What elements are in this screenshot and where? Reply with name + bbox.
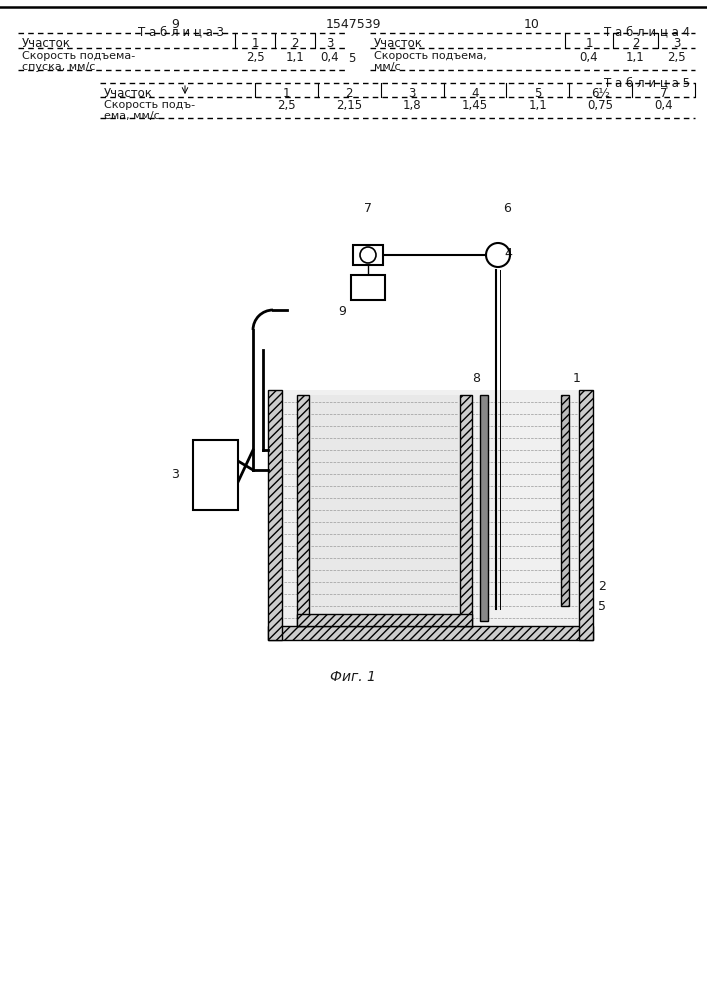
Text: 2,5: 2,5 xyxy=(246,50,264,64)
Text: Т а б л и ц а 3: Т а б л и ц а 3 xyxy=(139,25,225,38)
Text: 1: 1 xyxy=(251,37,259,50)
Text: 10: 10 xyxy=(524,18,540,31)
Text: 1,1: 1,1 xyxy=(528,99,547,111)
Text: Скорость подъема,: Скорость подъема, xyxy=(374,51,486,61)
Text: 0,75: 0,75 xyxy=(588,99,614,111)
Bar xyxy=(282,390,579,626)
Text: Скорость подъ-: Скорость подъ- xyxy=(104,100,195,110)
Text: 2,5: 2,5 xyxy=(667,50,686,64)
Bar xyxy=(297,395,309,626)
Text: 0,4: 0,4 xyxy=(654,99,673,111)
Text: 2,15: 2,15 xyxy=(337,99,363,111)
Text: 1: 1 xyxy=(573,372,581,385)
Text: 5: 5 xyxy=(349,51,356,64)
Bar xyxy=(297,614,472,626)
Bar xyxy=(351,275,385,300)
Bar xyxy=(268,626,593,640)
Text: 1,1: 1,1 xyxy=(286,50,305,64)
Text: 8: 8 xyxy=(472,372,480,385)
Text: 1,45: 1,45 xyxy=(462,99,488,111)
Text: 3: 3 xyxy=(327,37,334,50)
Text: 1: 1 xyxy=(283,87,290,100)
Text: Т а б л и ц а 5: Т а б л и ц а 5 xyxy=(604,76,690,89)
Text: Участок: Участок xyxy=(22,37,71,50)
Bar xyxy=(460,395,472,626)
Bar xyxy=(193,440,238,510)
Text: 1: 1 xyxy=(585,37,592,50)
Text: ема, мм/с: ема, мм/с xyxy=(104,111,160,121)
Bar xyxy=(480,395,488,621)
Text: 0,4: 0,4 xyxy=(580,50,598,64)
Bar xyxy=(353,245,383,265)
Bar xyxy=(268,390,282,640)
Text: 1,8: 1,8 xyxy=(403,99,421,111)
Text: 2: 2 xyxy=(632,37,639,50)
Text: Участок: Участок xyxy=(374,37,423,50)
Bar xyxy=(309,395,460,614)
Text: 7: 7 xyxy=(364,202,372,215)
Text: Скорость подъема-: Скорость подъема- xyxy=(22,51,135,61)
Text: 3: 3 xyxy=(673,37,680,50)
Bar xyxy=(579,390,593,640)
Text: 9: 9 xyxy=(338,305,346,318)
Text: мм/с: мм/с xyxy=(374,62,401,72)
Text: 4: 4 xyxy=(472,87,479,100)
Text: 2: 2 xyxy=(291,37,299,50)
Text: Фиг. 1: Фиг. 1 xyxy=(330,670,376,684)
Text: 2,5: 2,5 xyxy=(277,99,296,111)
Text: 2: 2 xyxy=(346,87,353,100)
Text: 1,1: 1,1 xyxy=(626,50,645,64)
Text: 0,4: 0,4 xyxy=(321,50,339,64)
Text: 9: 9 xyxy=(171,18,179,31)
Text: спуска, мм/с: спуска, мм/с xyxy=(22,62,95,72)
Text: Участок: Участок xyxy=(104,87,153,100)
Text: Т а б л и ц а 4: Т а б л и ц а 4 xyxy=(604,25,690,38)
Text: 2: 2 xyxy=(598,580,606,592)
Bar xyxy=(561,395,569,606)
Text: 3: 3 xyxy=(314,418,322,432)
Text: 4: 4 xyxy=(504,247,512,260)
Text: 6½: 6½ xyxy=(591,87,610,100)
Text: 7: 7 xyxy=(660,87,667,100)
Text: 5: 5 xyxy=(598,599,606,612)
Text: 3: 3 xyxy=(409,87,416,100)
Text: 1547539: 1547539 xyxy=(325,18,381,31)
Text: 5: 5 xyxy=(534,87,542,100)
Text: 6: 6 xyxy=(503,202,511,215)
Text: 3: 3 xyxy=(171,468,179,482)
